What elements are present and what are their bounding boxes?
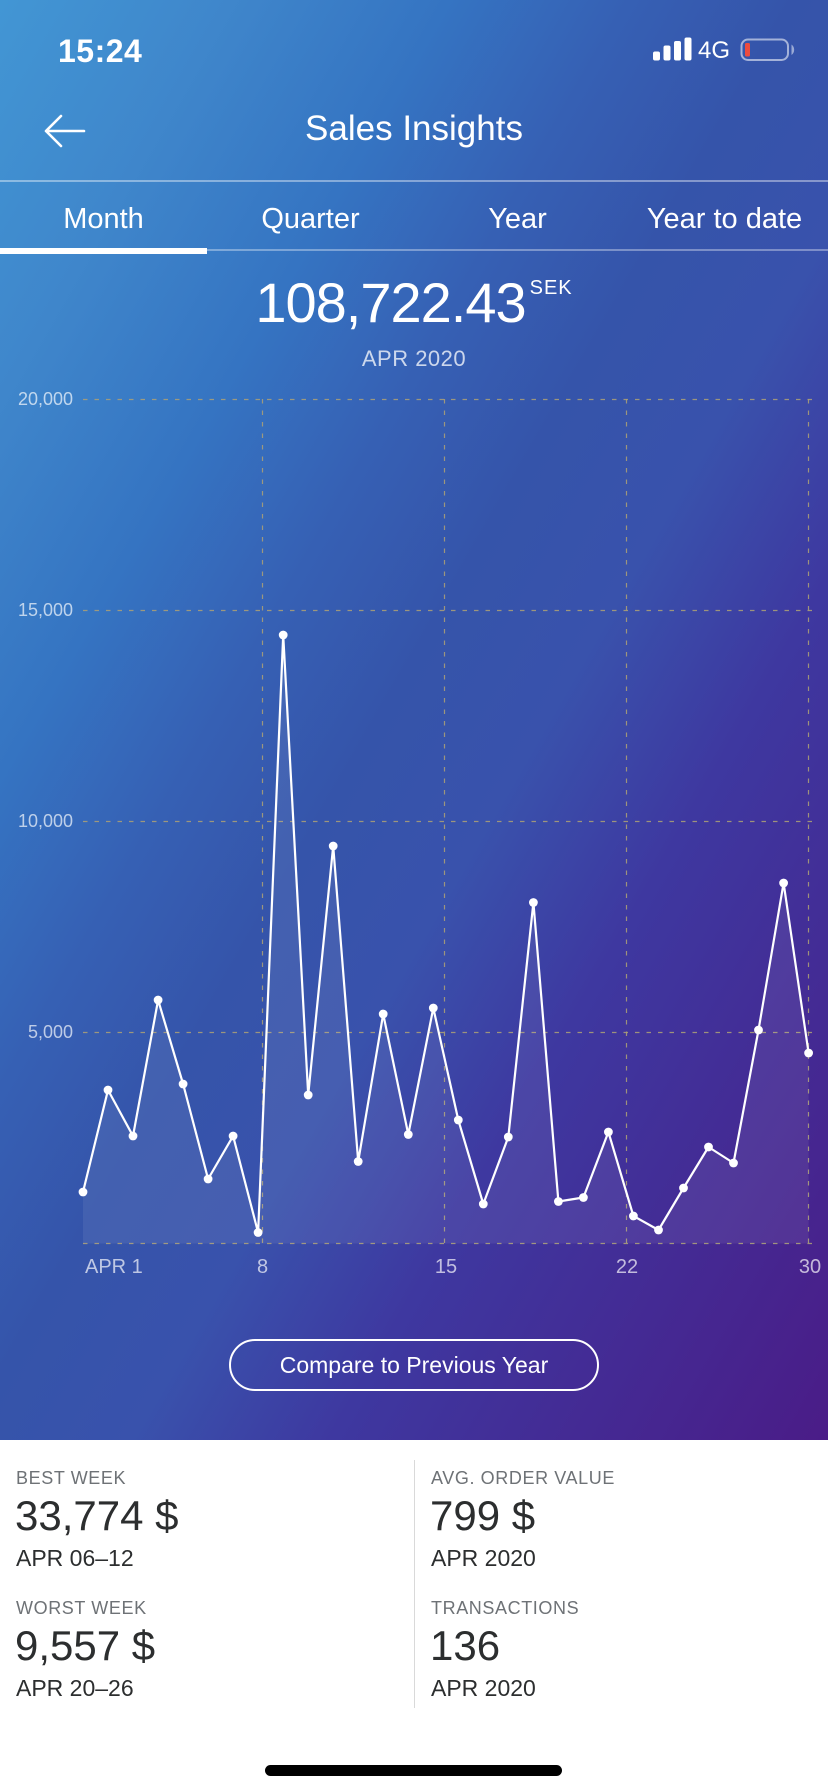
svg-text:APR 1: APR 1 bbox=[85, 1256, 143, 1278]
svg-text:15: 15 bbox=[435, 1256, 457, 1278]
svg-text:30: 30 bbox=[799, 1256, 821, 1278]
svg-text:8: 8 bbox=[257, 1256, 268, 1278]
svg-text:10,000: 10,000 bbox=[18, 811, 73, 831]
svg-text:20,000: 20,000 bbox=[18, 389, 73, 409]
svg-text:15,000: 15,000 bbox=[18, 600, 73, 620]
svg-text:5,000: 5,000 bbox=[28, 1022, 73, 1042]
svg-text:4G: 4G bbox=[698, 37, 730, 64]
svg-text:22: 22 bbox=[616, 1256, 638, 1278]
